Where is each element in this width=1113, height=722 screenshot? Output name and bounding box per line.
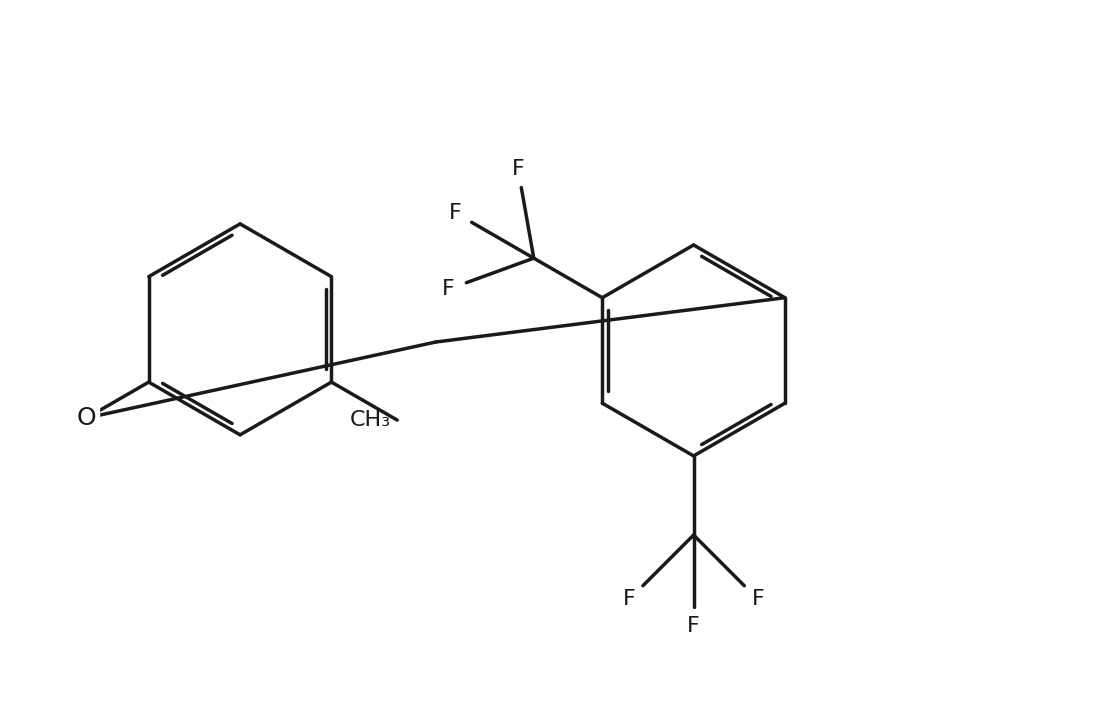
Text: CH₃: CH₃ xyxy=(349,410,391,430)
Text: F: F xyxy=(751,589,765,609)
Text: O: O xyxy=(77,406,97,430)
Text: F: F xyxy=(442,279,455,299)
Text: F: F xyxy=(512,159,524,179)
Text: F: F xyxy=(449,203,462,223)
Text: F: F xyxy=(687,616,700,636)
Text: F: F xyxy=(623,589,636,609)
